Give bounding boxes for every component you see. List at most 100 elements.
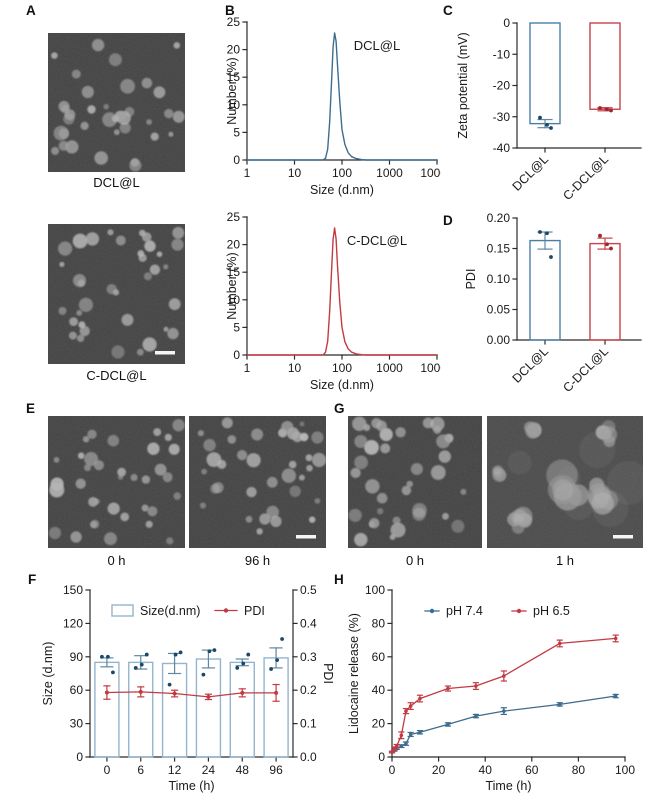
svg-text:10000: 10000: [420, 361, 441, 375]
chart-size-pdi-time: 0 30 60 90 120 150 0.0 0.1 0.2 0.3 0.4 0.5 0 6 12 24 48 9…: [41, 583, 335, 793]
svg-text:Size (d.nm): Size (d.nm): [41, 642, 55, 706]
svg-text:48: 48: [236, 763, 250, 777]
panel-letter-d: D: [443, 213, 453, 228]
svg-text:10: 10: [288, 166, 302, 180]
svg-text:0: 0: [389, 763, 396, 777]
svg-text:0: 0: [104, 763, 111, 777]
svg-text:0: 0: [378, 750, 385, 764]
svg-text:10: 10: [288, 361, 302, 375]
svg-text:DCL@L: DCL@L: [510, 152, 552, 194]
svg-text:Lidocaine release (%): Lidocaine release (%): [347, 613, 361, 734]
svg-text:40: 40: [372, 683, 386, 697]
svg-text:10: 10: [227, 293, 241, 307]
svg-text:C-DCL@L: C-DCL@L: [560, 344, 611, 395]
svg-text:PDI: PDI: [464, 269, 478, 290]
svg-text:Size (d.nm): Size (d.nm): [310, 378, 374, 392]
svg-text:6: 6: [137, 763, 144, 777]
caption-e-0h: 0 h: [107, 553, 126, 568]
svg-text:-10: -10: [493, 47, 511, 61]
svg-text:0.1: 0.1: [300, 717, 317, 731]
svg-text:100: 100: [332, 166, 352, 180]
svg-text:pH 6.5: pH 6.5: [533, 604, 570, 618]
panel-letter-f: F: [28, 572, 37, 587]
svg-text:100: 100: [365, 583, 385, 597]
svg-text:1: 1: [244, 361, 251, 375]
svg-text:pH 7.4: pH 7.4: [446, 604, 483, 618]
svg-text:Size(d.nm): Size(d.nm): [140, 604, 200, 618]
svg-text:1000: 1000: [376, 361, 403, 375]
svg-text:Size (d.nm): Size (d.nm): [310, 183, 374, 197]
svg-text:0.3: 0.3: [300, 650, 317, 664]
svg-text:1: 1: [244, 166, 251, 180]
svg-text:20: 20: [227, 43, 241, 57]
svg-text:40: 40: [479, 763, 493, 777]
svg-text:100: 100: [332, 361, 352, 375]
caption-dcl-l: DCL@L: [93, 175, 140, 190]
svg-text:15: 15: [227, 70, 241, 84]
panel-letter-h: H: [334, 572, 344, 587]
svg-text:0: 0: [233, 153, 240, 167]
svg-text:DCL@L: DCL@L: [354, 38, 400, 53]
svg-text:25: 25: [227, 210, 241, 224]
svg-text:C-DCL@L: C-DCL@L: [560, 152, 611, 200]
svg-text:Time (h): Time (h): [168, 779, 214, 793]
em-image-c-dcl-l: [48, 224, 185, 364]
svg-text:0: 0: [233, 348, 240, 362]
svg-text:PDI: PDI: [321, 663, 335, 684]
chart-dls-c-dcl-l: 0 5 10 15 20 25 1 10 100 1000 10000 Size (d.nm) Numb…: [225, 210, 441, 392]
svg-text:150: 150: [63, 583, 83, 597]
em-image-dcl-l: [48, 33, 185, 172]
svg-text:10: 10: [227, 98, 241, 112]
svg-text:20: 20: [432, 763, 446, 777]
svg-text:0.5: 0.5: [300, 583, 317, 597]
svg-text:0: 0: [76, 750, 83, 764]
svg-text:0.00: 0.00: [487, 333, 511, 347]
svg-text:24: 24: [202, 763, 216, 777]
svg-text:96: 96: [269, 763, 283, 777]
caption-g-1h: 1 h: [555, 553, 575, 568]
panel-letter-b: B: [225, 3, 235, 18]
svg-text:20: 20: [227, 238, 241, 252]
chart-dls-dcl-l: 0 5 10 15 20 25 1 10 100 1000 10000 Size (d.nm) Numb…: [225, 15, 441, 197]
svg-text:0.10: 0.10: [487, 272, 511, 286]
svg-text:-40: -40: [493, 141, 511, 155]
svg-text:0.05: 0.05: [487, 303, 511, 317]
svg-text:0.2: 0.2: [300, 683, 317, 697]
svg-text:5: 5: [233, 320, 240, 334]
panel-letter-g: G: [334, 401, 345, 416]
svg-text:C-DCL@L: C-DCL@L: [347, 233, 407, 248]
svg-text:60: 60: [525, 763, 539, 777]
em-image-0h-stability: [48, 416, 185, 548]
svg-text:25: 25: [227, 15, 241, 29]
svg-text:-30: -30: [493, 110, 511, 124]
svg-text:DCL@L: DCL@L: [510, 344, 552, 386]
svg-text:0.20: 0.20: [487, 211, 511, 225]
svg-text:0.0: 0.0: [300, 750, 317, 764]
svg-text:0.15: 0.15: [487, 242, 511, 256]
svg-text:PDI: PDI: [244, 604, 265, 618]
em-image-1h-acid: [487, 416, 643, 548]
svg-text:80: 80: [572, 763, 586, 777]
em-image-0h-acid: [348, 416, 482, 548]
svg-text:120: 120: [63, 616, 83, 630]
caption-c-dcl-l: C-DCL@L: [86, 368, 147, 383]
svg-text:Number (%): Number (%): [225, 57, 239, 124]
svg-text:0.4: 0.4: [300, 616, 317, 630]
chart-lidocaine-release: 0 20 40 60 80 100 0 20 40 60 80 100 pH 7.4 pH 6.5 Time…: [347, 583, 635, 793]
svg-text:15: 15: [227, 265, 241, 279]
svg-text:30: 30: [70, 717, 84, 731]
svg-text:-20: -20: [493, 79, 511, 93]
svg-text:90: 90: [70, 650, 84, 664]
em-image-96h-stability: [189, 416, 326, 548]
panel-letter-a: A: [26, 3, 36, 18]
caption-e-96h: 96 h: [244, 553, 271, 568]
panel-letter-e: E: [26, 401, 36, 416]
svg-text:1000: 1000: [376, 166, 403, 180]
chart-pdi: 0.00 0.05 0.10 0.15 0.20 DCL@L C-DCL@L PDI: [464, 211, 642, 395]
caption-g-0h: 0 h: [405, 553, 425, 568]
svg-text:10000: 10000: [420, 166, 441, 180]
svg-text:Zeta potential (mV): Zeta potential (mV): [456, 32, 470, 138]
svg-text:60: 60: [372, 650, 386, 664]
